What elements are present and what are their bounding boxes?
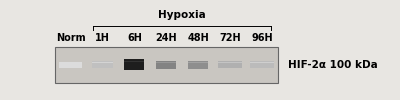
Text: Norm: Norm <box>56 33 86 43</box>
Bar <box>59 62 82 68</box>
Bar <box>156 62 176 63</box>
Text: 1H: 1H <box>95 33 110 43</box>
Bar <box>124 61 144 62</box>
Bar <box>59 62 82 63</box>
Bar <box>188 62 208 63</box>
Bar <box>55 47 278 83</box>
Text: HIF-2α 100 kDa: HIF-2α 100 kDa <box>288 60 378 70</box>
Bar <box>250 61 274 68</box>
Text: 96H: 96H <box>251 33 273 43</box>
Bar <box>218 61 242 68</box>
Text: Hypoxia: Hypoxia <box>158 10 206 20</box>
Text: 72H: 72H <box>219 33 241 43</box>
Text: 48H: 48H <box>187 33 209 43</box>
Text: 24H: 24H <box>156 33 177 43</box>
Bar <box>250 62 274 63</box>
Bar <box>92 62 112 63</box>
Bar <box>218 62 242 63</box>
Bar <box>188 61 208 69</box>
Bar <box>124 59 144 70</box>
Text: 6H: 6H <box>127 33 142 43</box>
Bar <box>156 60 176 69</box>
Bar <box>92 61 112 68</box>
